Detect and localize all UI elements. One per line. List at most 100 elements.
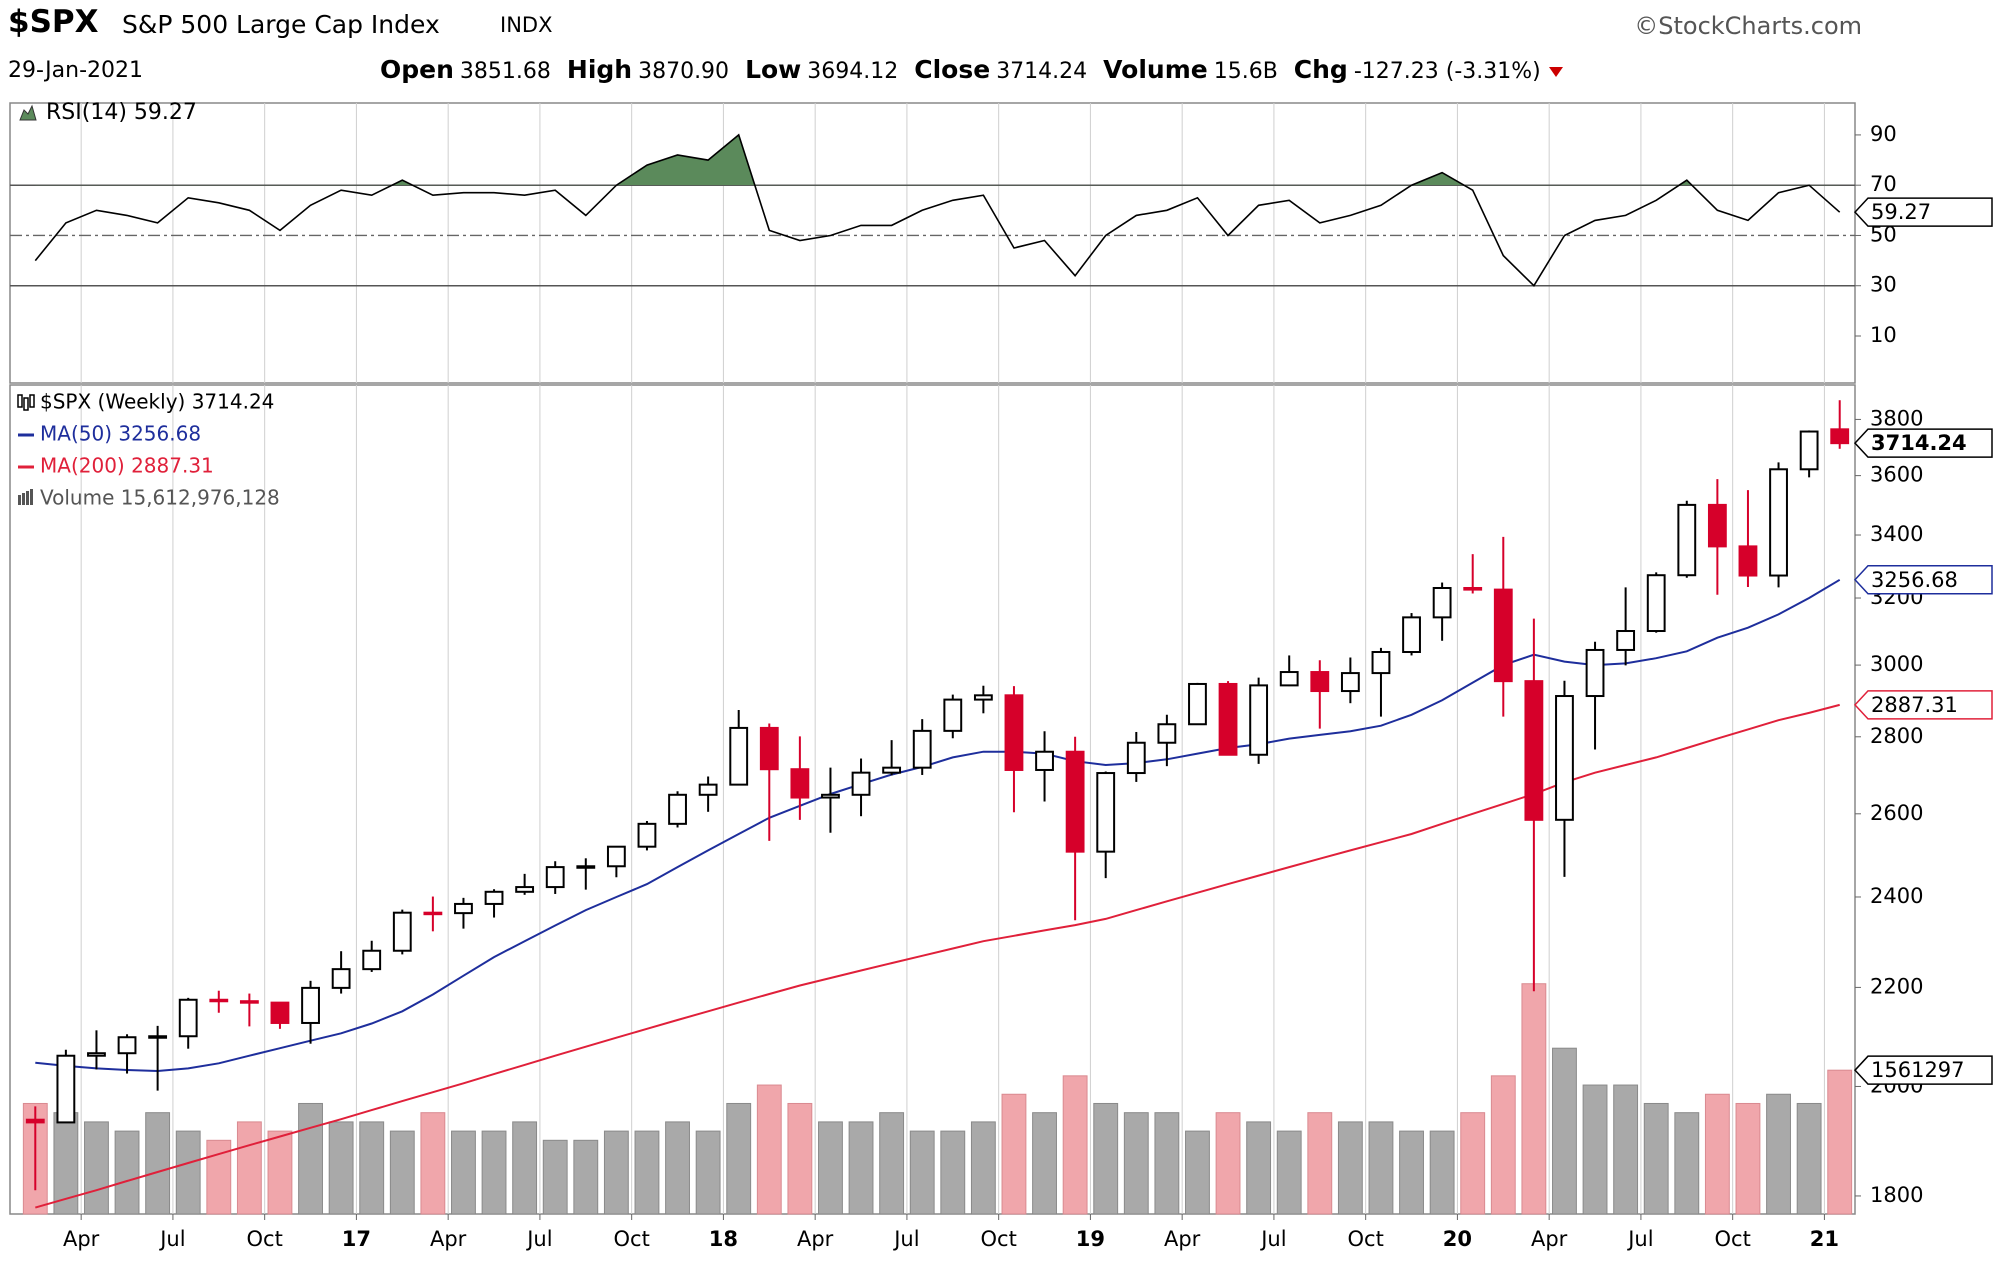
candle-body bbox=[790, 768, 810, 799]
volume-bar bbox=[573, 1139, 599, 1215]
volume-bar bbox=[634, 1130, 660, 1215]
legend-swatch bbox=[29, 394, 35, 408]
value-tag: 3256.68 bbox=[1871, 568, 1958, 592]
candles bbox=[25, 400, 1850, 1191]
volume-bar bbox=[328, 1121, 354, 1215]
x-tick-label: Apr bbox=[430, 1227, 467, 1251]
quote-label: Volume bbox=[1103, 55, 1208, 84]
candle-body bbox=[851, 771, 871, 796]
volume-bar bbox=[756, 1084, 782, 1215]
volume-bar bbox=[1062, 1075, 1088, 1215]
volume-bar bbox=[1276, 1130, 1302, 1215]
quote-value: 3694.12 bbox=[807, 59, 899, 84]
y-tick-label: 70 bbox=[1870, 172, 1897, 196]
volume-bar bbox=[175, 1130, 201, 1215]
moving-average-line bbox=[35, 578, 1841, 1073]
volume-bar bbox=[879, 1112, 905, 1215]
y-tick-label: 30 bbox=[1870, 273, 1897, 297]
candle-body bbox=[1432, 586, 1452, 619]
candle-body bbox=[912, 729, 932, 769]
candle-body bbox=[178, 998, 198, 1038]
candle-body bbox=[1218, 682, 1238, 756]
candle-body bbox=[698, 783, 718, 796]
y-tick-label: 90 bbox=[1870, 122, 1897, 146]
x-tick-label: 17 bbox=[342, 1227, 371, 1251]
candle-body bbox=[301, 986, 320, 1024]
candle-body bbox=[1279, 671, 1299, 687]
candle-body bbox=[1616, 630, 1636, 651]
volume-bar bbox=[1246, 1121, 1272, 1215]
candle-body bbox=[87, 1052, 106, 1057]
volume-bar bbox=[359, 1121, 385, 1215]
value-tag-box bbox=[1853, 428, 1993, 458]
volume-bar bbox=[1643, 1102, 1669, 1215]
volume-bar bbox=[1613, 1084, 1639, 1215]
volume-bar bbox=[389, 1130, 415, 1215]
candle-body bbox=[56, 1054, 76, 1124]
volume-bar bbox=[603, 1130, 629, 1215]
exchange: INDX bbox=[500, 13, 553, 37]
candle-body bbox=[1065, 750, 1085, 853]
rsi-overbought-fill bbox=[35, 134, 1840, 186]
candle-body bbox=[1249, 684, 1269, 756]
candle-body bbox=[1830, 428, 1850, 445]
candle-body bbox=[484, 890, 504, 905]
quote-bar: Open 3851.68 High 3870.90 Low 3694.12 Close 371… bbox=[380, 55, 1563, 84]
volume-bar bbox=[1185, 1130, 1210, 1215]
volume-bar bbox=[1796, 1102, 1822, 1215]
volume-bar bbox=[940, 1130, 966, 1215]
x-tick-label: Apr bbox=[1531, 1227, 1568, 1251]
volume-bar bbox=[267, 1130, 293, 1215]
source: ©StockCharts.com bbox=[1634, 12, 1862, 40]
value-tag-box bbox=[1853, 690, 1993, 720]
value-tag: 2887.31 bbox=[1871, 693, 1958, 717]
candle-body bbox=[1035, 750, 1054, 771]
volume-bar bbox=[1123, 1112, 1149, 1215]
volume-bar bbox=[970, 1121, 996, 1215]
quote-value: 3870.90 bbox=[638, 59, 730, 84]
symbol: $SPX bbox=[8, 4, 99, 40]
legend-entry: $SPX (Weekly) 3714.24 bbox=[40, 390, 274, 414]
volume-bar bbox=[236, 1121, 262, 1215]
value-tags: 59.27 3714.24 3256.68 2887.31 1561297 bbox=[1853, 197, 1993, 1085]
candle-body bbox=[576, 865, 596, 869]
y-tick-label: 3000 bbox=[1870, 652, 1923, 676]
legend-swatch bbox=[30, 489, 33, 505]
candle-body bbox=[1310, 671, 1330, 693]
x-tick-label: Apr bbox=[1164, 1227, 1201, 1251]
legend-swatch bbox=[23, 397, 29, 411]
y-tick-label: 2800 bbox=[1870, 724, 1923, 748]
candle-body bbox=[1340, 672, 1360, 693]
volume-bar bbox=[1032, 1112, 1057, 1215]
x-tick-label: Jul bbox=[892, 1227, 919, 1251]
y-tick-label: 2400 bbox=[1870, 884, 1923, 908]
quote-value: 3714.24 bbox=[996, 59, 1088, 84]
x-tick-label: Oct bbox=[981, 1227, 1017, 1251]
rsi-frame bbox=[9, 102, 1856, 384]
volume-bar bbox=[1215, 1112, 1241, 1215]
index-name: S&P 500 Large Cap Index bbox=[122, 10, 440, 39]
rsi-legend: RSI(14) 59.27 bbox=[46, 100, 197, 125]
legend-swatch bbox=[22, 493, 25, 505]
x-tick-label: 19 bbox=[1076, 1227, 1105, 1251]
candle-body bbox=[821, 793, 840, 799]
x-tick-label: Apr bbox=[63, 1227, 100, 1251]
candle-body bbox=[1707, 503, 1727, 548]
rsi-line bbox=[34, 133, 1841, 287]
volume-bars bbox=[22, 983, 1853, 1215]
volume-bar bbox=[909, 1130, 935, 1215]
candle-body bbox=[606, 845, 626, 868]
volume-bar bbox=[848, 1121, 874, 1215]
volume-bar bbox=[542, 1139, 568, 1215]
volume-bar bbox=[1154, 1112, 1180, 1215]
x-tick-label: Oct bbox=[1348, 1227, 1384, 1251]
volume-bar bbox=[1429, 1130, 1455, 1215]
volume-bar bbox=[84, 1121, 109, 1215]
volume-bar bbox=[1337, 1121, 1363, 1215]
legend-swatch bbox=[18, 495, 21, 505]
volume-bar bbox=[695, 1130, 721, 1215]
candle-body bbox=[1524, 680, 1544, 821]
y-tick-label: 1800 bbox=[1870, 1183, 1923, 1207]
value-tag-box bbox=[1853, 197, 1993, 227]
